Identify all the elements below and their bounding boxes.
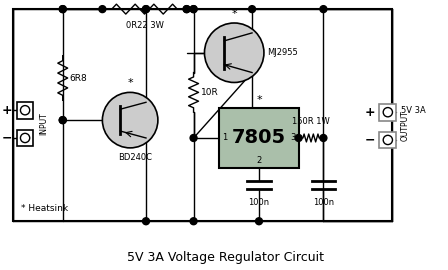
Text: −: − — [365, 133, 375, 146]
Text: −: − — [2, 131, 12, 144]
Text: +: + — [364, 106, 375, 119]
Circle shape — [142, 6, 150, 13]
Circle shape — [204, 23, 264, 82]
Circle shape — [190, 6, 197, 13]
Text: 5V 3A: 5V 3A — [401, 106, 426, 115]
Circle shape — [59, 117, 66, 124]
Text: INPUT: INPUT — [39, 113, 48, 136]
Circle shape — [320, 6, 327, 13]
Text: 6R8: 6R8 — [70, 73, 87, 83]
Circle shape — [142, 6, 150, 13]
Bar — [17, 130, 34, 146]
Text: 100n: 100n — [313, 198, 334, 207]
Text: OUTPUT: OUTPUT — [401, 111, 410, 141]
Text: MJ2955: MJ2955 — [267, 48, 297, 57]
Circle shape — [320, 134, 327, 141]
Bar — [379, 131, 396, 149]
Text: BD240C: BD240C — [118, 153, 152, 162]
Text: 10R: 10R — [201, 88, 218, 97]
Text: 2: 2 — [256, 156, 262, 165]
Circle shape — [190, 218, 197, 225]
Text: 0R22 3W: 0R22 3W — [125, 21, 164, 30]
Circle shape — [295, 134, 302, 141]
Text: *: * — [256, 95, 262, 105]
Circle shape — [59, 6, 66, 13]
Bar — [379, 104, 396, 121]
Text: * Heatsink: * Heatsink — [21, 204, 68, 213]
Circle shape — [99, 6, 106, 13]
Circle shape — [59, 6, 66, 13]
Circle shape — [59, 117, 66, 124]
Circle shape — [183, 6, 190, 13]
Text: 1: 1 — [222, 133, 228, 143]
Circle shape — [190, 6, 197, 13]
Text: +: + — [1, 104, 12, 117]
Text: 5V 3A Voltage Regulator Circuit: 5V 3A Voltage Regulator Circuit — [127, 251, 324, 264]
Circle shape — [142, 218, 150, 225]
Text: *: * — [232, 9, 237, 19]
Bar — [13, 9, 392, 221]
Circle shape — [183, 6, 190, 13]
Circle shape — [103, 92, 158, 148]
Bar — [17, 102, 34, 119]
Text: 3: 3 — [290, 133, 296, 143]
Circle shape — [249, 6, 255, 13]
Text: 100n: 100n — [249, 198, 270, 207]
Circle shape — [190, 134, 197, 141]
Text: *: * — [127, 78, 133, 88]
Bar — [220, 108, 299, 168]
Text: 150R 1W: 150R 1W — [292, 117, 330, 126]
Text: 7805: 7805 — [232, 129, 286, 147]
Circle shape — [255, 218, 263, 225]
